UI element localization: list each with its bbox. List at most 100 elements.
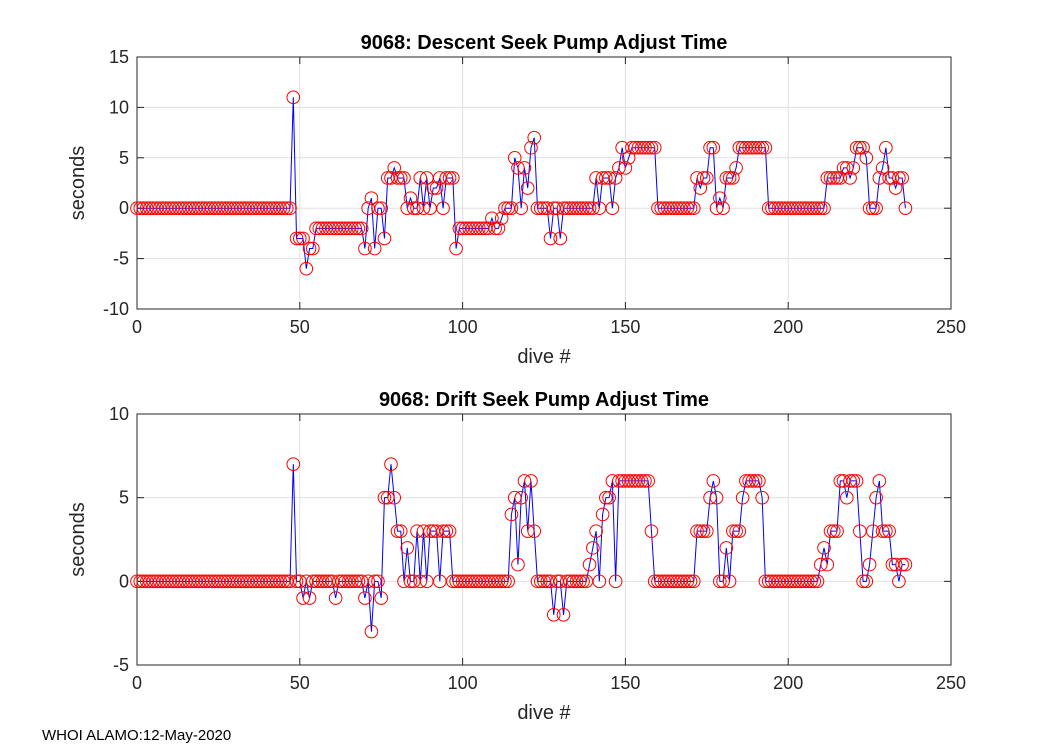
x-tick-label: 250	[936, 673, 966, 693]
data-point-marker	[553, 231, 568, 246]
data-point-marker	[719, 541, 734, 555]
data-point-marker	[361, 574, 375, 589]
data-point-marker	[859, 151, 874, 165]
data-point-marker	[306, 241, 320, 256]
data-point-marker	[403, 191, 418, 205]
data-point-marker	[879, 524, 893, 538]
data-point-marker	[351, 221, 366, 236]
data-point-marker	[517, 161, 532, 175]
data-point-marker	[393, 171, 408, 185]
data-point-marker	[716, 201, 730, 215]
data-point-marker	[543, 231, 558, 246]
data-point-marker	[846, 474, 861, 488]
data-point-marker	[869, 490, 883, 505]
data-point-marker	[449, 241, 463, 256]
data-point-marker	[393, 524, 408, 538]
data-point-marker	[602, 490, 616, 505]
data-point-marker	[869, 201, 883, 215]
y-tick-label: 10	[109, 404, 129, 424]
data-point-marker	[540, 201, 555, 215]
data-point-marker	[696, 171, 711, 185]
data-point-marker	[895, 557, 909, 572]
data-point-marker	[589, 524, 603, 538]
data-point-marker	[348, 221, 362, 236]
data-point-marker	[755, 490, 769, 505]
data-point-marker	[599, 171, 613, 185]
data-point-marker	[755, 140, 769, 155]
data-point-marker	[644, 140, 659, 155]
data-point-marker	[397, 574, 411, 589]
x-tick-label: 150	[610, 673, 640, 693]
data-point-marker	[621, 151, 636, 165]
data-point-marker	[735, 490, 750, 505]
data-point-marker	[752, 474, 766, 488]
data-point-marker	[683, 201, 698, 215]
data-point-marker	[283, 574, 297, 589]
data-point-marker	[722, 574, 737, 589]
data-point-marker	[748, 474, 763, 488]
data-point-marker	[546, 608, 561, 622]
data-point-marker	[481, 221, 496, 236]
data-point-marker	[693, 524, 708, 538]
data-point-marker	[289, 231, 304, 246]
y-tick-label: 5	[119, 488, 129, 508]
data-point-marker	[367, 574, 382, 589]
data-point-marker	[520, 524, 535, 538]
data-point-marker	[898, 201, 913, 215]
data-point-marker	[436, 201, 450, 215]
data-point-marker	[641, 140, 655, 155]
data-point-marker	[582, 201, 597, 215]
data-point-marker	[644, 524, 659, 538]
data-point-marker	[608, 171, 623, 185]
data-point-marker	[364, 624, 379, 639]
subplot-1: 0 50 100 150 200 250 -10 -5 0 5 10 15 9068: Descent …	[67, 32, 966, 368]
data-point-marker	[641, 474, 655, 488]
x-tick-label: 100	[448, 317, 478, 337]
data-point-marker	[820, 557, 835, 572]
data-point-marker	[888, 181, 903, 195]
data-point-marker	[485, 211, 499, 226]
data-point-marker	[748, 140, 763, 155]
data-point-marker	[286, 90, 301, 105]
data-point-marker	[888, 557, 903, 572]
data-point-marker	[706, 474, 721, 488]
data-point-marker	[569, 574, 584, 589]
data-point-marker	[726, 524, 740, 538]
data-point-marker	[507, 490, 522, 505]
data-point-marker	[732, 524, 747, 538]
data-point-marker	[439, 171, 454, 185]
data-point-marker	[823, 524, 838, 538]
data-point-marker	[533, 574, 548, 589]
data-point-marker	[442, 171, 457, 185]
data-point-marker	[315, 574, 330, 589]
data-point-marker	[826, 171, 841, 185]
data-point-marker	[849, 474, 864, 488]
data-point-marker	[856, 574, 870, 589]
data-point-marker	[296, 231, 310, 246]
data-point-marker	[299, 261, 314, 276]
data-point-marker	[647, 140, 662, 155]
data-point-marker	[501, 574, 515, 589]
data-point-marker	[371, 201, 385, 215]
data-point-marker	[612, 161, 626, 175]
x-axis-label: dive #	[517, 702, 571, 724]
data-point-marker	[800, 574, 815, 589]
y-axis-label: seconds	[67, 146, 89, 221]
data-point-marker	[400, 541, 415, 555]
data-point-marker	[507, 151, 522, 165]
data-point-marker	[413, 574, 428, 589]
data-point-marker	[726, 171, 740, 185]
data-point-marker	[683, 574, 698, 589]
data-point-marker	[390, 171, 405, 185]
data-point-marker	[729, 161, 743, 175]
data-point-marker	[511, 161, 525, 175]
data-point-marker	[709, 201, 724, 215]
data-point-marker	[543, 574, 558, 589]
data-point-marker	[524, 474, 538, 488]
x-tick-label: 0	[132, 317, 142, 337]
data-point-marker	[273, 574, 288, 589]
y-tick-label: 15	[109, 47, 129, 67]
data-point-marker	[618, 161, 633, 175]
